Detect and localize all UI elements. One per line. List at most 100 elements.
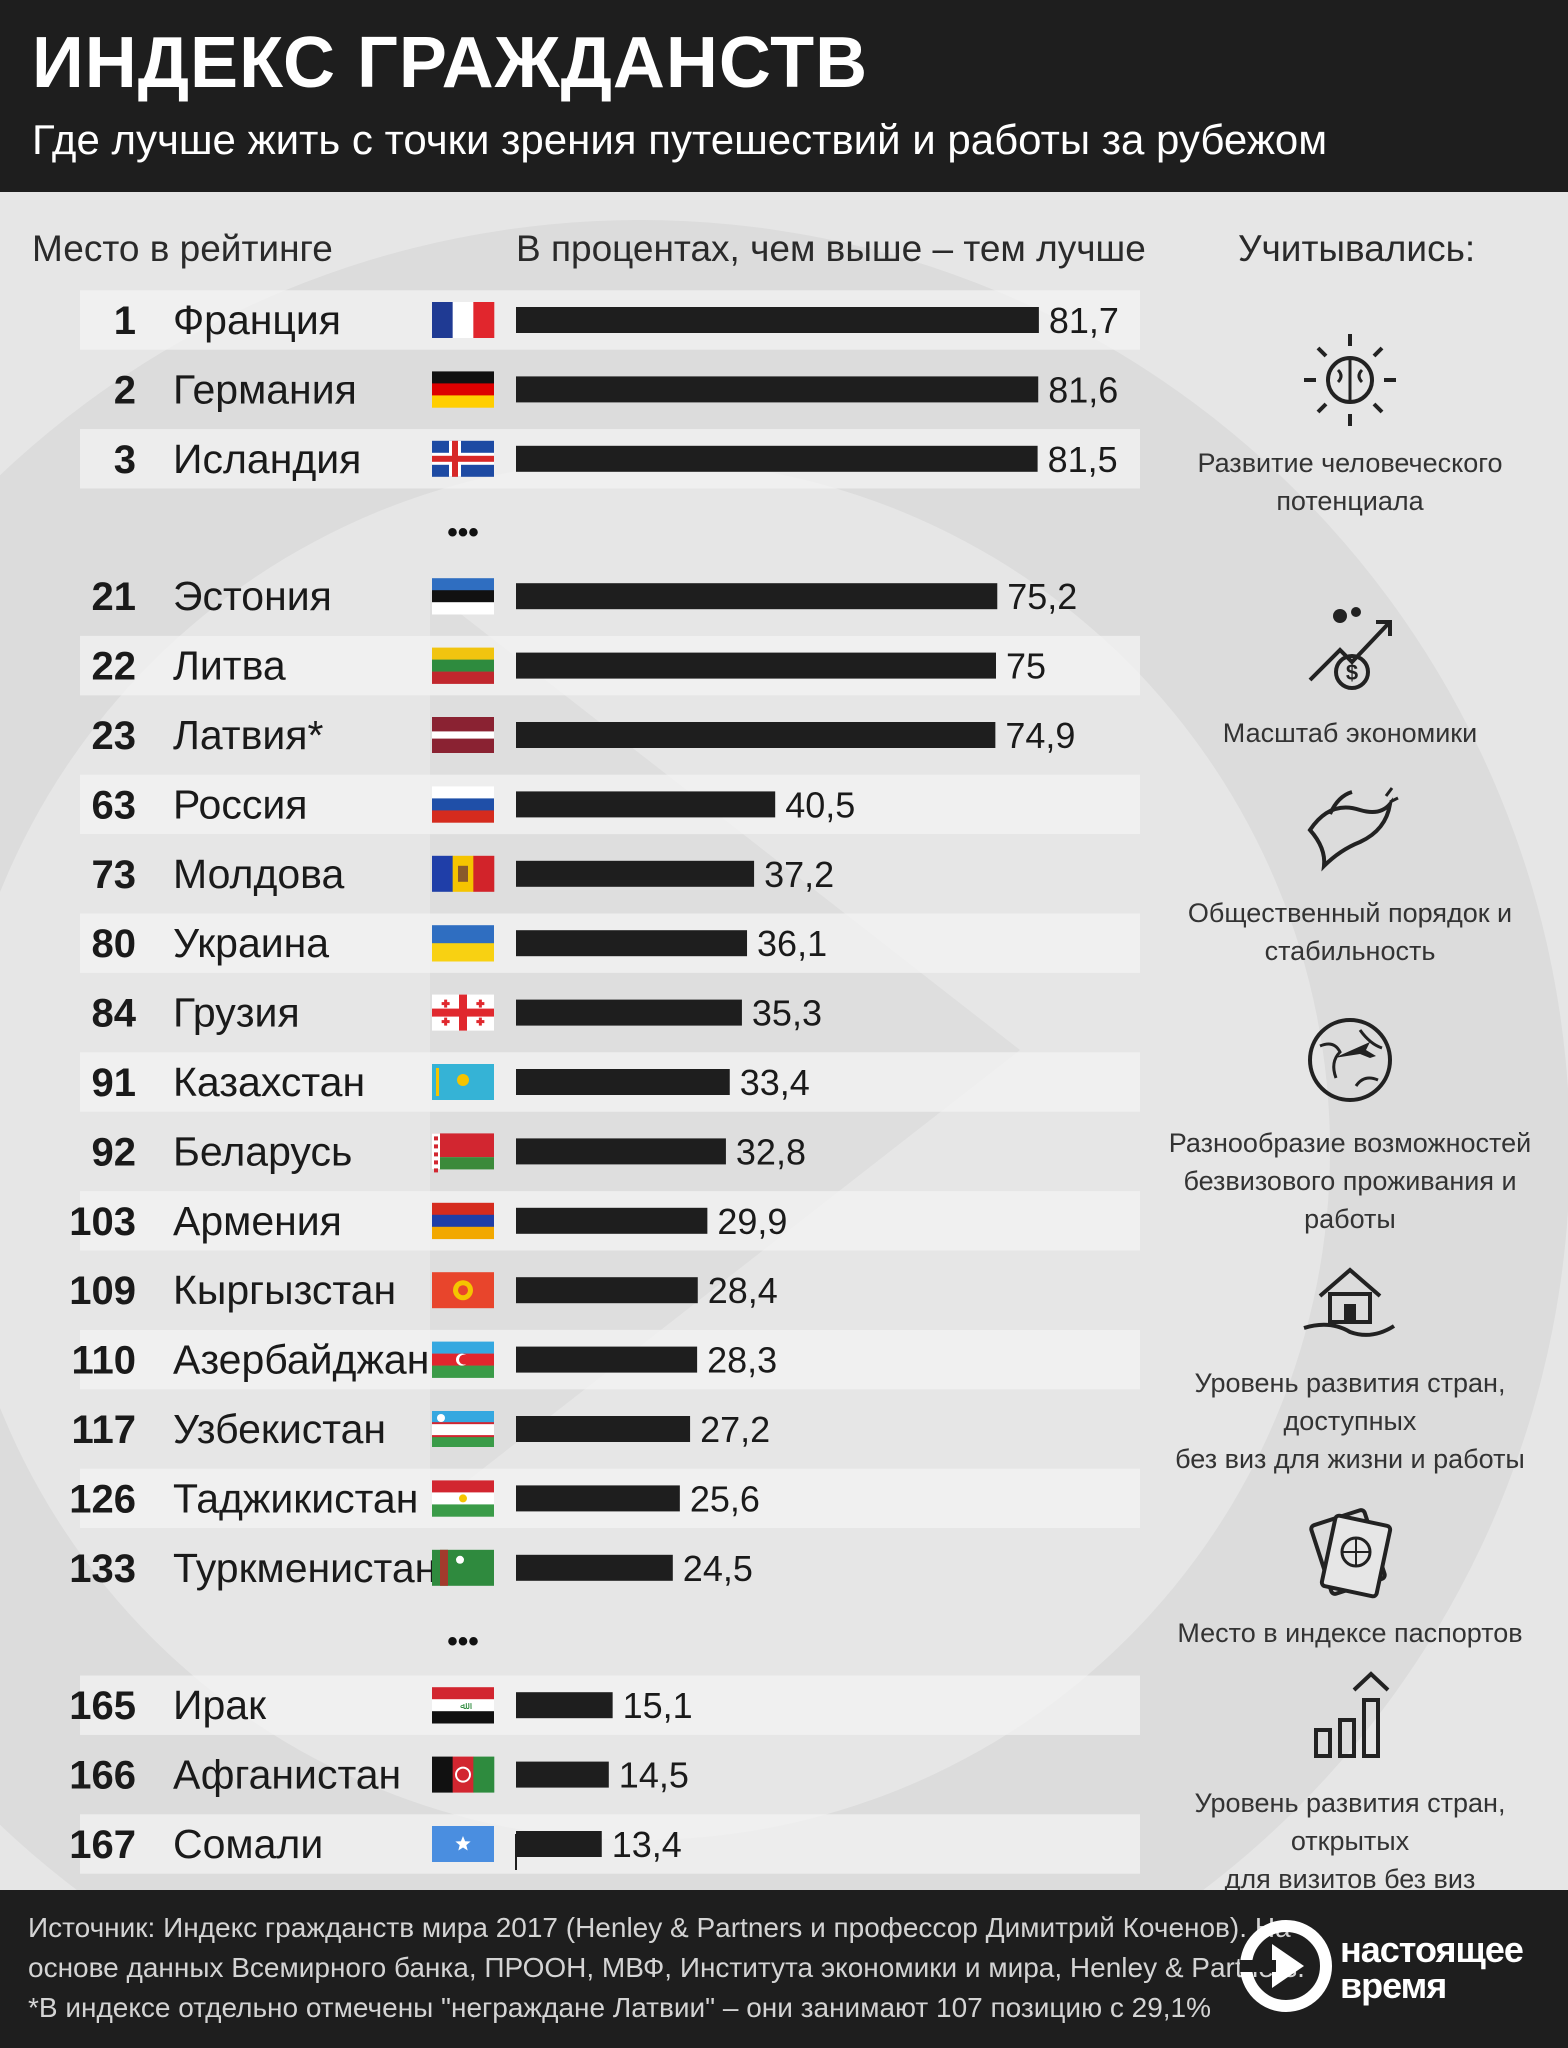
factor-item: $ Масштаб экономики [1145,590,1555,752]
bar-row: 117 Узбекистан 27,2 [71,1406,770,1452]
rank-label: 92 [92,1130,137,1174]
value-label: 33,4 [740,1062,810,1103]
rank-label: 2 [114,368,136,412]
bar [516,1277,698,1304]
flag-so-icon [432,1826,494,1862]
factor-item: Разнообразие возможностей безвизового про… [1145,1000,1555,1238]
value-label: 27,2 [700,1409,770,1450]
country-label: Сомали [173,1821,323,1867]
flag-ee-icon [432,578,494,615]
bar-row: 1 Франция 81,7 [80,290,1140,350]
bar [516,1138,726,1165]
bar [516,1346,698,1373]
flag-de-icon [432,371,494,408]
passport-icon [1309,1508,1393,1599]
bar [516,1069,730,1095]
factor-label: Место в индексе паспортов [1145,1614,1555,1652]
factor-label: Уровень развития стран, открытых для визи… [1145,1784,1555,1898]
axis-zero-label: 0 [509,1879,522,1880]
country-label: Армения [173,1198,342,1244]
rank-label: 126 [69,1477,136,1521]
row-stripe [80,1814,1140,1874]
country-label: Литва [173,643,286,689]
value-label: 36,1 [757,923,827,964]
value-label: 75,2 [1007,576,1077,617]
flag-kg-icon [432,1272,494,1309]
rank-column-heading: Место в рейтинге [32,228,333,269]
ellipsis: ••• [447,1625,479,1658]
rank-label: 23 [92,714,137,758]
country-label: Молдова [173,851,344,897]
factor-label-line: Разнообразие возможностей [1168,1128,1532,1158]
bar-row: 22 Литва 75 [80,635,1140,696]
percent-column-heading: В процентах, чем выше – тем лучше [516,228,1146,269]
brain-icon [1304,334,1396,426]
country-label: Беларусь [173,1128,352,1174]
country-label: Туркменистан [173,1545,437,1591]
flag-ua-icon [432,925,494,962]
rank-label: 22 [92,645,137,689]
rank-label: 63 [92,783,137,827]
bar-row: 3 Исландия 81,5 [80,429,1140,489]
value-label: 81,7 [1049,300,1119,341]
bar [516,1692,613,1719]
rank-label: 166 [69,1754,136,1798]
factor-label: Масштаб экономики [1145,714,1555,752]
logo-text: настоящее время [1340,1929,1524,2004]
country-label: Франция [173,297,341,343]
house-hand-icon [1303,1267,1396,1337]
country-label: Азербайджан [173,1337,429,1383]
factor-label: Общественный порядок и стабильность [1145,894,1555,970]
value-label: 32,8 [736,1131,806,1172]
value-label: 14,5 [619,1755,689,1796]
value-label: 24,5 [683,1548,753,1589]
header: ИНДЕКС ГРАЖДАНСТВ Где лучше жить с точки… [0,0,1568,192]
factor-label-line: без виз для жизни и работы [1175,1444,1525,1474]
bar-row: 21 Эстония 75,2 [92,573,1078,619]
value-label: 81,6 [1048,369,1118,410]
factor-label-line: потенциала [1276,486,1424,516]
bar-row: 91 Казахстан 33,4 [80,1052,1140,1112]
bar-row: 92 Беларусь 32,8 [92,1128,806,1174]
country-label: Грузия [173,990,300,1036]
factor-label-line: Уровень развития стран, открытых [1194,1788,1506,1856]
rank-label: 110 [71,1339,136,1383]
flag-ge-icon [432,994,494,1031]
factor-item: Уровень развития стран, доступных без виз… [1145,1240,1555,1478]
flag-am-icon [432,1202,494,1240]
country-label: Германия [173,366,357,412]
flag-iq-icon: ﷲ [432,1687,494,1724]
flag-by-icon [432,1133,494,1173]
bar-row: 103 Армения 29,9 [69,1191,1140,1251]
bar-row: 133 Туркменистан 24,5 [69,1545,753,1591]
citizenship-index-bar-chart: 1 Франция 81,7 2 Германия 81,6 3 Исландия 81,5 ••… [69,290,1140,1880]
value-label: 75 [1006,646,1046,687]
source-note: Источник: Индекс гражданств мира 2017 (H… [28,1908,1305,2028]
rank-label: 1 [114,299,136,343]
flag-lt-icon [432,647,494,684]
footer: Источник: Индекс гражданств мира 2017 (H… [0,1890,1568,2048]
country-label: Украина [173,920,329,966]
factor-label: Разнообразие возможностей безвизового про… [1145,1124,1555,1238]
country-label: Эстония [173,573,332,619]
globe-plane-icon [1308,1018,1392,1102]
country-label: Афганистан [173,1752,401,1798]
rank-label: 167 [69,1823,136,1867]
flag-fr-icon [432,302,495,338]
value-label: 74,9 [1005,715,1075,756]
flag-is-icon [432,440,494,477]
factor-label: Уровень развития стран, доступных без виз… [1145,1364,1555,1478]
dove-icon [1307,787,1399,872]
factor-item: Уровень развития стран, открытых для визи… [1145,1660,1555,1898]
factor-label-line: Общественный порядок и [1187,898,1513,928]
bar [516,1554,673,1581]
country-label: Кыргызстан [173,1267,396,1313]
value-label: 35,3 [752,993,822,1034]
value-label: 13,4 [612,1824,682,1865]
country-label: Таджикистан [173,1475,418,1521]
bar [516,1831,602,1857]
logo-line-1: настоящее [1340,1929,1524,1970]
flag-tm-icon [432,1549,494,1586]
country-label: Узбекистан [173,1406,386,1452]
